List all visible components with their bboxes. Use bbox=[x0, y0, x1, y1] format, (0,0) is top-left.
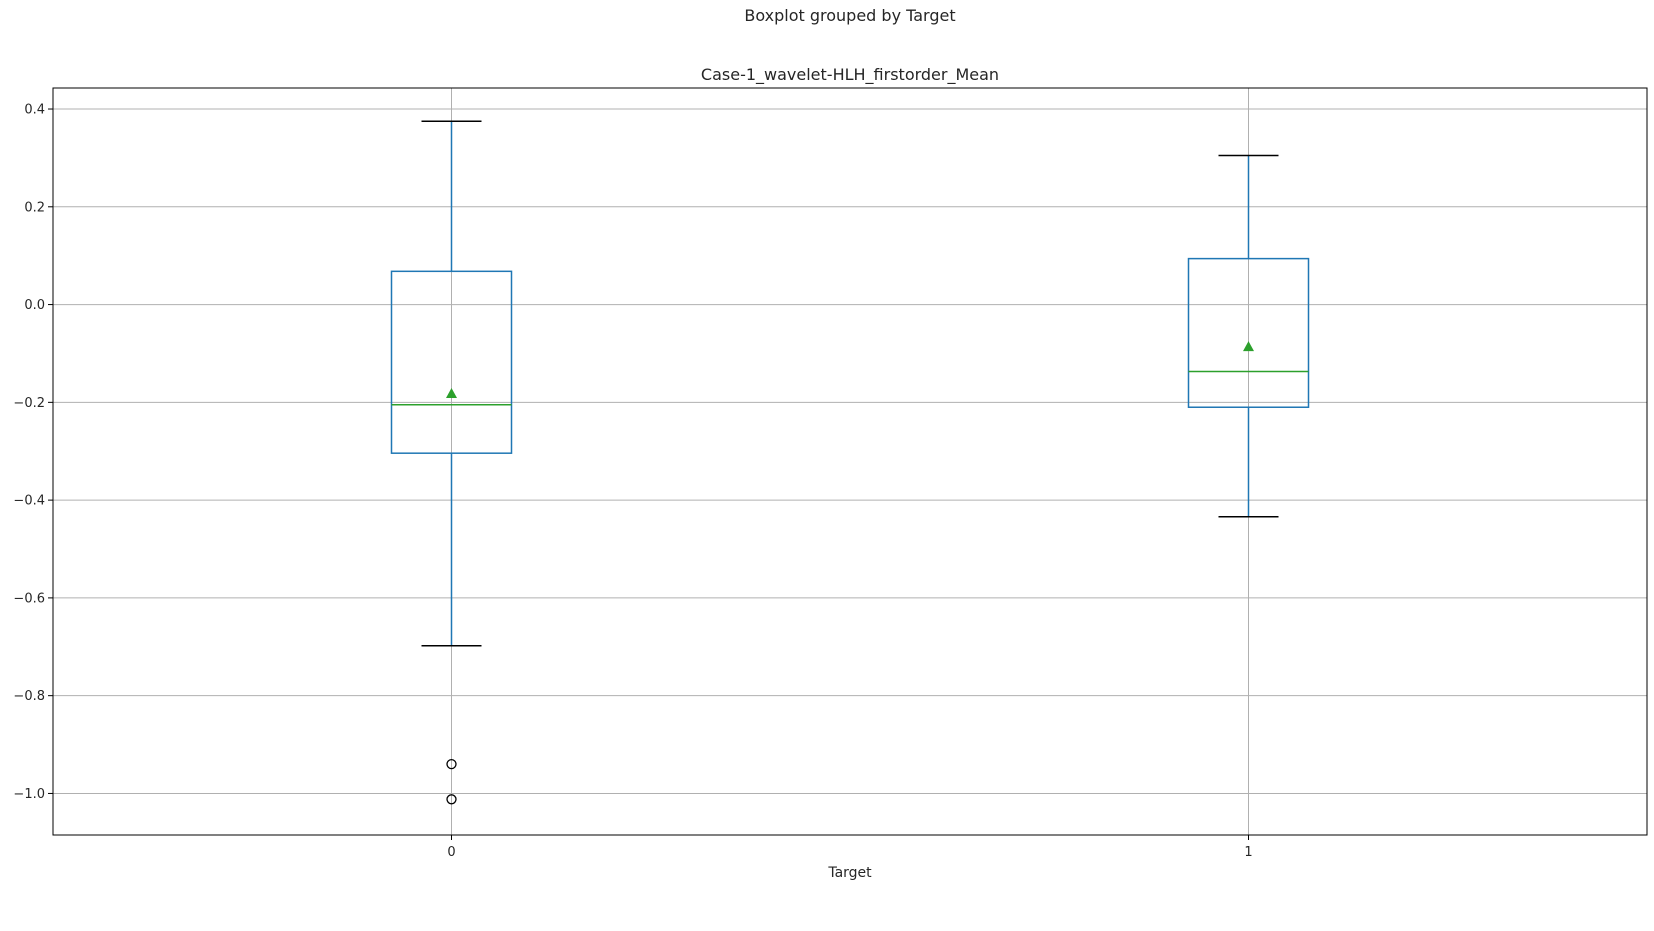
y-tick-label: −0.4 bbox=[13, 494, 45, 509]
mean-marker bbox=[446, 388, 457, 399]
y-tick-label: −0.2 bbox=[13, 396, 45, 411]
boxes bbox=[390, 120, 1310, 805]
chart-title: Case-1_wavelet-HLH_firstorder_Mean bbox=[701, 65, 999, 85]
y-tick-label: −0.6 bbox=[13, 591, 45, 606]
iqr-box bbox=[390, 270, 513, 454]
y-tick-label: 0.2 bbox=[24, 200, 45, 215]
x-axis-label: Target bbox=[827, 865, 872, 881]
outlier-point bbox=[446, 794, 457, 805]
grid-lines bbox=[53, 88, 1647, 835]
y-tick-label: 0.0 bbox=[24, 298, 45, 313]
y-tick-label: 0.4 bbox=[24, 103, 45, 118]
plot-area-frame bbox=[52, 87, 1648, 836]
mean-marker bbox=[1243, 341, 1254, 352]
x-tick-label: 0 bbox=[447, 845, 455, 860]
outlier-point bbox=[446, 758, 457, 770]
y-tick-label: −1.0 bbox=[13, 787, 45, 802]
x-tick-label: 1 bbox=[1244, 845, 1252, 860]
box-group-1 bbox=[1187, 154, 1310, 518]
iqr-box bbox=[1187, 257, 1310, 408]
y-tick-label: −0.8 bbox=[13, 689, 45, 704]
box-group-0 bbox=[390, 120, 513, 805]
y-axis-ticks: 0.4 0.2 0.0 −0.2 −0.4 −0.6 −0.8 −1.0 bbox=[13, 103, 53, 802]
chart-suptitle: Boxplot grouped by Target bbox=[744, 6, 955, 25]
